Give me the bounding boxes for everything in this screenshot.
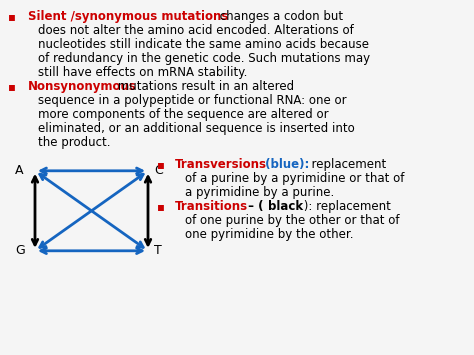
Text: changes a codon but: changes a codon but	[216, 10, 343, 23]
Text: mutations result in an altered: mutations result in an altered	[114, 80, 294, 93]
Text: still have effects on mRNA stability.: still have effects on mRNA stability.	[38, 66, 247, 79]
Text: sequence in a polypeptide or functional RNA: one or: sequence in a polypeptide or functional …	[38, 94, 346, 107]
Text: Transitions: Transitions	[175, 200, 248, 213]
Text: replacement: replacement	[304, 158, 386, 171]
Text: does not alter the amino acid encoded. Alterations of: does not alter the amino acid encoded. A…	[38, 24, 354, 37]
Text: ): replacement: ): replacement	[300, 200, 391, 213]
Text: ▪: ▪	[157, 200, 165, 213]
Text: one pyrimidine by the other.: one pyrimidine by the other.	[185, 228, 354, 241]
Text: of redundancy in the genetic code. Such mutations may: of redundancy in the genetic code. Such …	[38, 52, 370, 65]
Text: more components of the sequence are altered or: more components of the sequence are alte…	[38, 108, 328, 121]
Text: of one purine by the other or that of: of one purine by the other or that of	[185, 214, 400, 227]
Text: nucleotides still indicate the same amino acids because: nucleotides still indicate the same amin…	[38, 38, 369, 51]
Text: ▪: ▪	[157, 158, 165, 171]
Text: the product.: the product.	[38, 136, 110, 149]
Text: a pyrimidine by a purine.: a pyrimidine by a purine.	[185, 186, 334, 199]
Text: ▪: ▪	[8, 80, 16, 93]
Text: of a purine by a pyrimidine or that of: of a purine by a pyrimidine or that of	[185, 172, 404, 185]
Text: – (: – (	[244, 200, 264, 213]
Text: A: A	[15, 164, 24, 177]
Text: Silent /synonymous mutations: Silent /synonymous mutations	[28, 10, 228, 23]
Text: (blue):: (blue):	[261, 158, 310, 171]
Text: Nonsynonymous: Nonsynonymous	[28, 80, 137, 93]
Text: C: C	[154, 164, 163, 177]
Text: G: G	[15, 244, 25, 257]
Text: ▪: ▪	[8, 10, 16, 23]
Text: Transversions: Transversions	[175, 158, 267, 171]
Text: eliminated, or an additional sequence is inserted into: eliminated, or an additional sequence is…	[38, 122, 355, 135]
Text: T: T	[154, 244, 162, 257]
Text: black: black	[268, 200, 303, 213]
